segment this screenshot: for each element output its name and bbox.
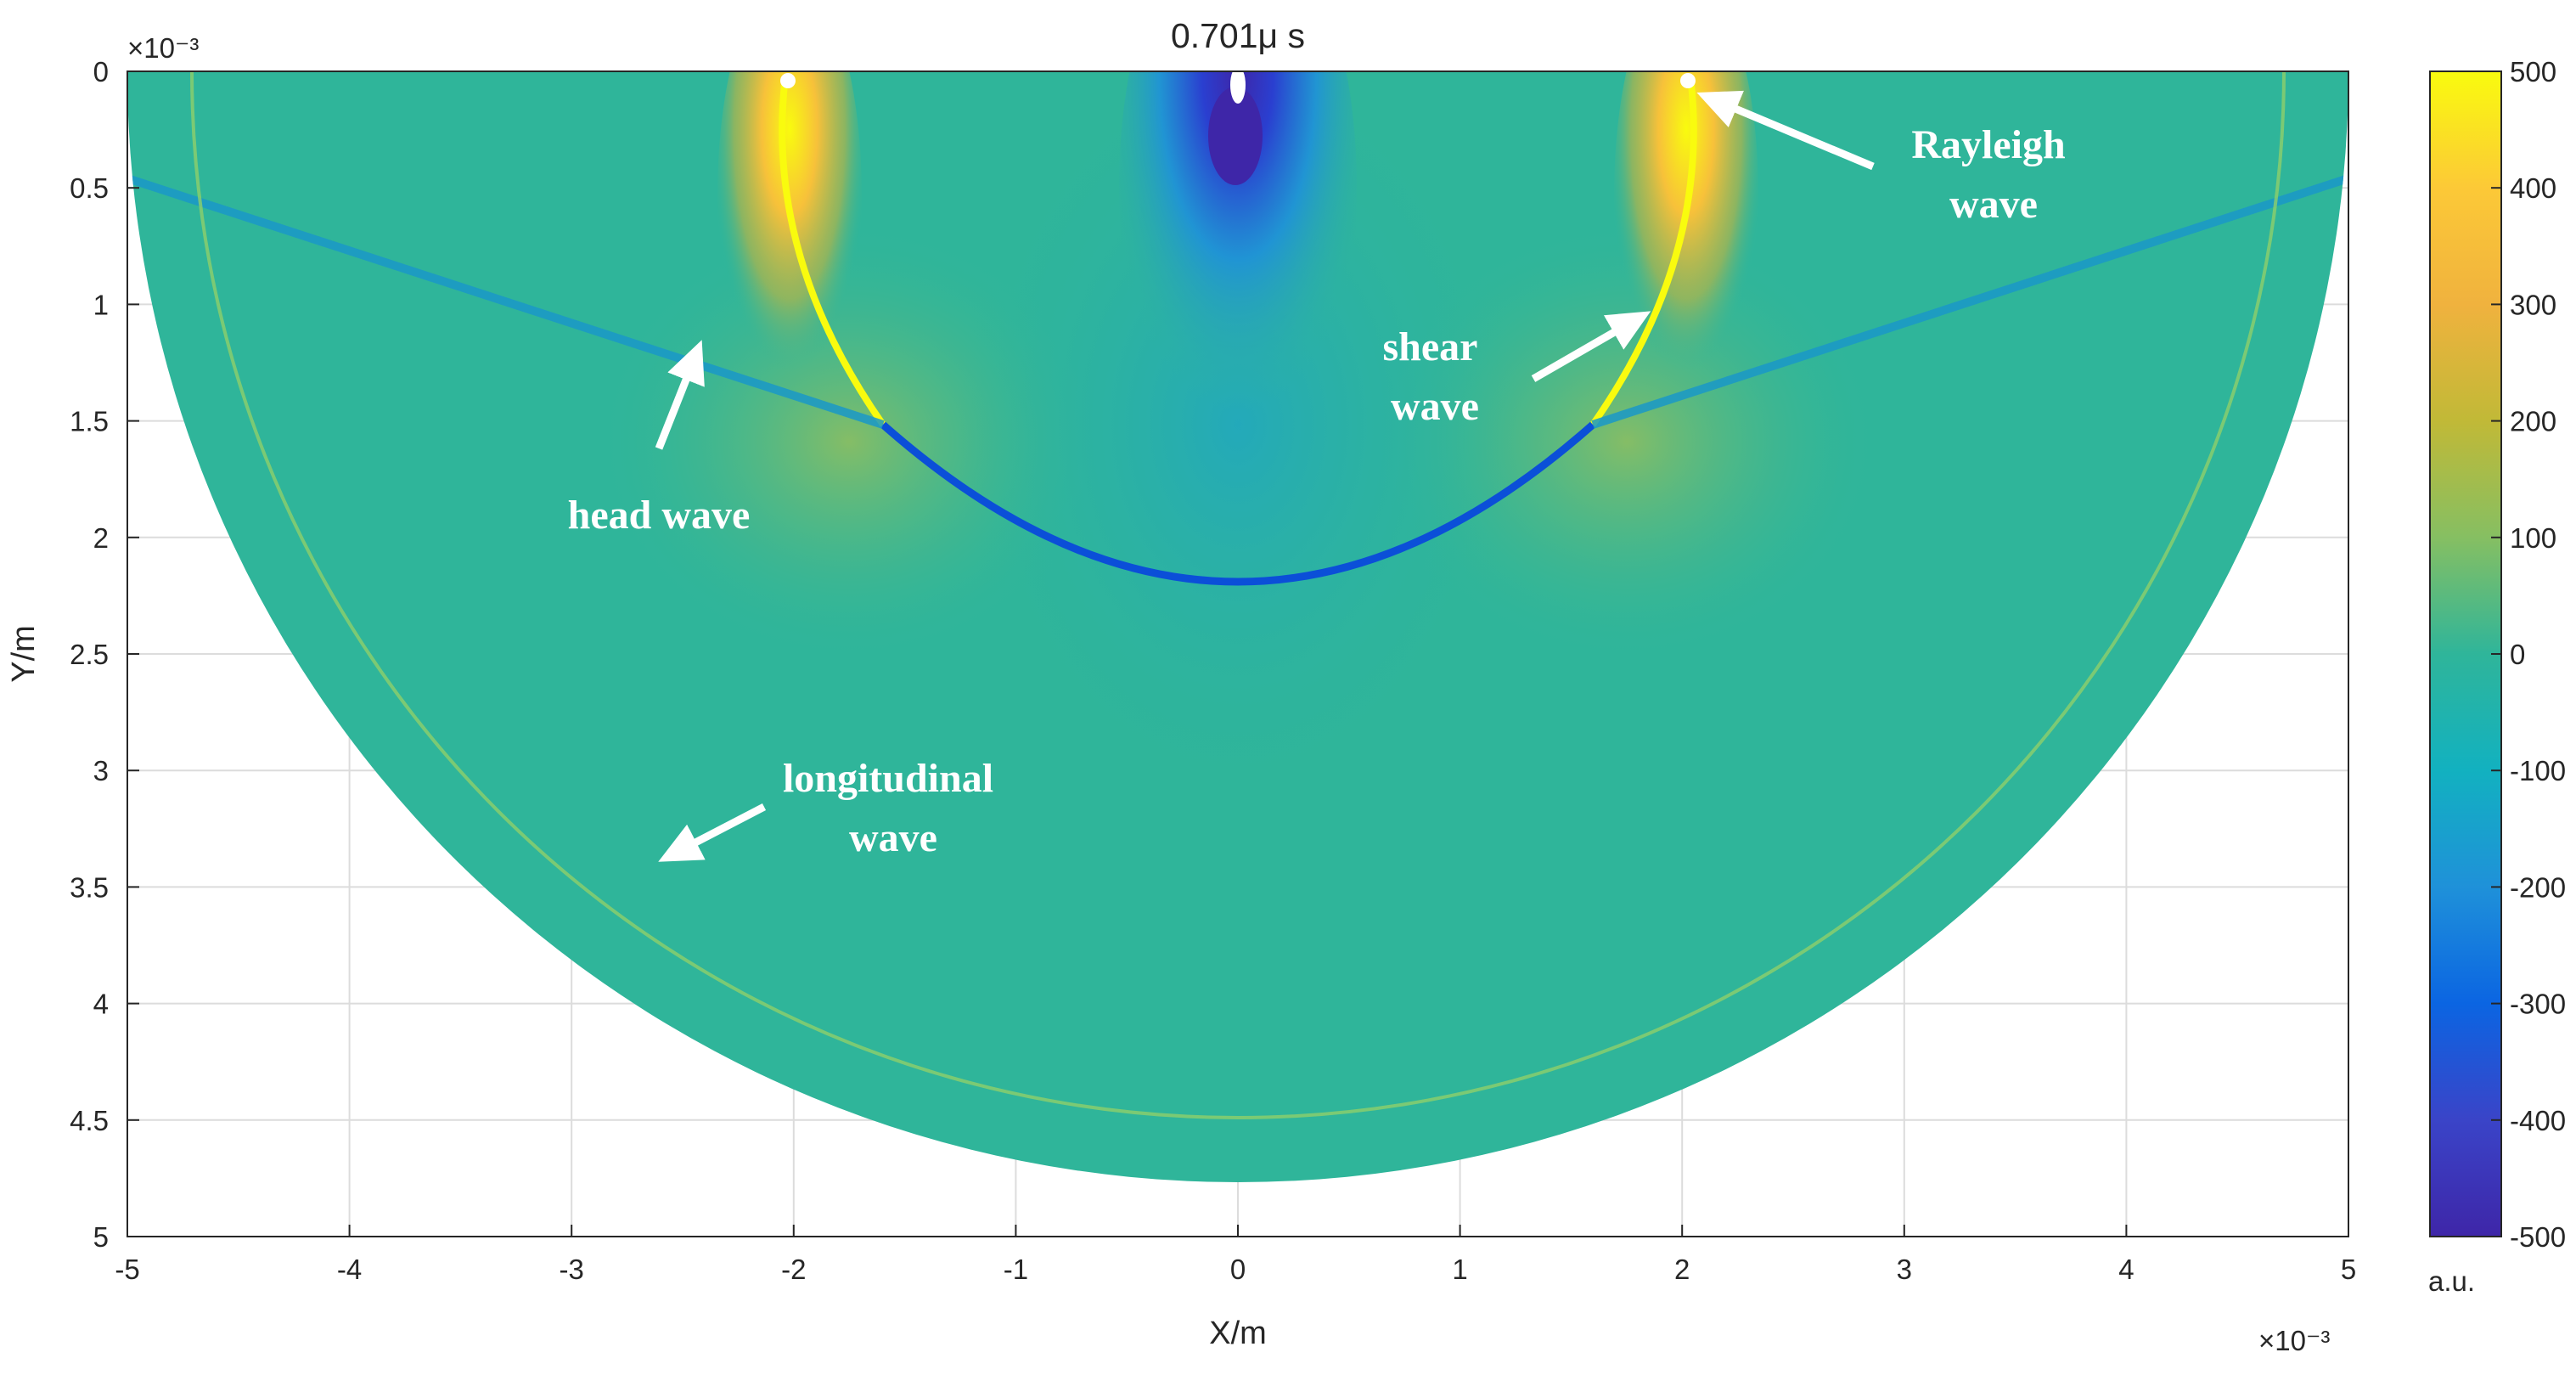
chart-title: 0.701μ s bbox=[1171, 16, 1305, 55]
colorbar-tick-label: -500 bbox=[2510, 1221, 2566, 1253]
source-tip bbox=[1230, 71, 1246, 104]
shear-label: shear wave bbox=[1382, 324, 1487, 429]
shear-front-left bbox=[779, 76, 886, 427]
x-axis-multiplier: ×10⁻³ bbox=[2258, 1325, 2330, 1356]
colorbar-tick-label: -200 bbox=[2510, 871, 2566, 903]
x-axis-label: X/m bbox=[1209, 1316, 1267, 1351]
y-axis-multiplier: ×10⁻³ bbox=[127, 32, 199, 64]
rayleigh-tip-left bbox=[780, 73, 796, 88]
y-tick-label: 4 bbox=[93, 989, 109, 1020]
x-tick-label: 5 bbox=[2341, 1254, 2356, 1285]
y-tick-label: 2.5 bbox=[70, 639, 109, 670]
x-tick-label: 3 bbox=[1897, 1254, 1912, 1285]
rayleigh-label: Rayleigh wave bbox=[1911, 122, 2075, 227]
shear-arrow bbox=[1531, 311, 1651, 382]
x-axis-ticks: -5 -4 -3 -2 -1 0 1 2 3 4 5 bbox=[115, 1225, 2356, 1285]
y-tick-label: 0 bbox=[93, 56, 109, 87]
x-tick-label: 1 bbox=[1452, 1254, 1467, 1285]
colorbar-tick-label: 0 bbox=[2510, 639, 2525, 670]
x-tick-label: 4 bbox=[2118, 1254, 2134, 1285]
colorbar-tick-label: 400 bbox=[2510, 172, 2556, 204]
colorbar-tick-label: 200 bbox=[2510, 406, 2556, 437]
longitudinal-label: longitudinal wave bbox=[783, 756, 1004, 860]
colorbar bbox=[2429, 70, 2502, 1237]
y-tick-label: 1 bbox=[93, 289, 109, 320]
x-tick-label: 2 bbox=[1674, 1254, 1690, 1285]
shear-bottom-arc bbox=[880, 421, 1595, 586]
y-axis-ticks: 0 0.5 1 1.5 2 2.5 3 3.5 4 4.5 5 bbox=[70, 56, 139, 1253]
x-tick-label: -2 bbox=[781, 1254, 806, 1285]
colorbar-tick-label: -300 bbox=[2510, 989, 2566, 1020]
colorbar-tick-label: 100 bbox=[2510, 522, 2556, 554]
x-tick-label: -1 bbox=[1004, 1254, 1028, 1285]
y-tick-label: 3 bbox=[93, 755, 109, 786]
colorbar-tick-label: 300 bbox=[2510, 289, 2556, 320]
rayleigh-arrow bbox=[1696, 90, 1875, 171]
y-tick-label: 3.5 bbox=[70, 871, 109, 903]
head-wave-right bbox=[1591, 174, 2348, 429]
y-tick-label: 1.5 bbox=[70, 406, 109, 437]
shear-front-right bbox=[1589, 76, 1697, 427]
colorbar-ticks: 500 400 300 200 100 0 -100 -200 -300 -400 -500 bbox=[2491, 56, 2566, 1253]
longitudinal-arrow bbox=[658, 803, 767, 862]
rayleigh-tip-right bbox=[1680, 73, 1696, 88]
head-wave-left bbox=[127, 174, 885, 429]
y-tick-label: 2 bbox=[93, 522, 109, 554]
annotations: Rayleigh wave shear wave head wave longi… bbox=[568, 90, 2075, 862]
source-region bbox=[1119, 71, 1357, 467]
colorbar-tick-label: -400 bbox=[2510, 1105, 2566, 1136]
x-tick-label: -4 bbox=[337, 1254, 362, 1285]
x-tick-label: -5 bbox=[115, 1254, 139, 1285]
colorbar-tick-label: -100 bbox=[2510, 755, 2566, 786]
y-tick-label: 5 bbox=[93, 1221, 109, 1253]
x-tick-label: 0 bbox=[1230, 1254, 1246, 1285]
y-tick-label: 4.5 bbox=[70, 1105, 109, 1136]
colorbar-label: a.u. bbox=[2428, 1265, 2475, 1297]
head-wave-arrow bbox=[655, 340, 705, 450]
head-wave-label: head wave bbox=[568, 493, 751, 538]
colorbar-tick-label: 500 bbox=[2510, 56, 2556, 87]
y-tick-label: 0.5 bbox=[70, 172, 109, 204]
wave-field bbox=[127, 71, 2348, 1182]
source-core bbox=[1208, 87, 1263, 185]
x-tick-label: -3 bbox=[560, 1254, 584, 1285]
y-axis-label: Y/m bbox=[6, 625, 42, 683]
longitudinal-front bbox=[190, 71, 2286, 1119]
